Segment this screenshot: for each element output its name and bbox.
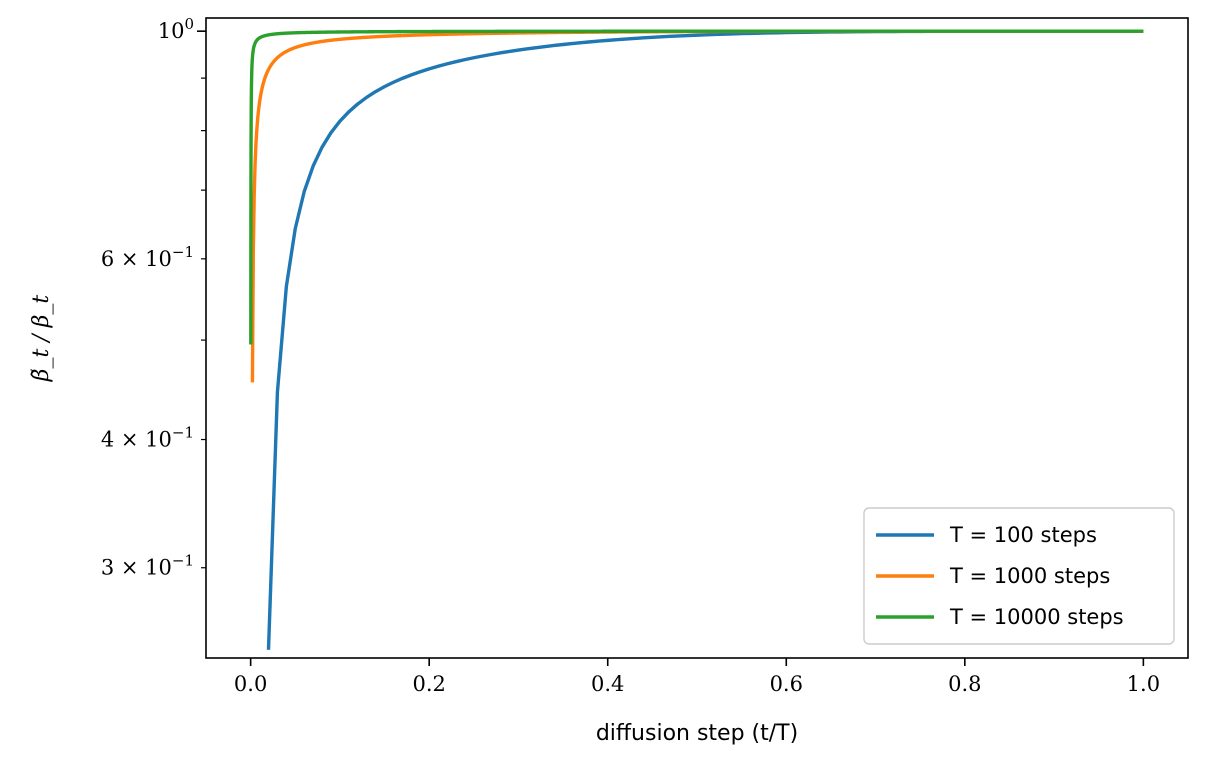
- legend: T = 100 steps T = 1000 steps T = 10000 ste…: [863, 507, 1175, 645]
- x-tick-label: 0.0: [234, 672, 267, 696]
- legend-box: [863, 507, 1175, 645]
- legend-label-2: T = 1000 steps: [949, 564, 1110, 588]
- x-tick-label: 0.8: [948, 672, 981, 696]
- y-tick-label: 3 × 10−1: [101, 552, 194, 580]
- plot-frame: [205, 17, 1189, 659]
- y-tick-label: 6 × 10−1: [101, 243, 194, 271]
- y-axis: 100 3 × 10−1 4 × 10−1 6 × 10−1: [101, 15, 206, 580]
- y-tick-label: 100: [158, 15, 194, 43]
- y-axis-label: β̃_t / β_t: [29, 295, 54, 383]
- x-tick-label: 0.6: [770, 672, 803, 696]
- x-tick-label: 1.0: [1127, 672, 1160, 696]
- x-axis: 0.0 0.2 0.4 0.6 0.8 1.0: [234, 658, 1160, 696]
- x-tick-label: 0.4: [591, 672, 624, 696]
- x-axis-label: diffusion step (t/T): [596, 721, 798, 746]
- legend-label-1: T = 100 steps: [949, 523, 1097, 547]
- legend-label-3: T = 10000 steps: [949, 605, 1124, 629]
- y-tick-label: 4 × 10−1: [101, 424, 194, 452]
- x-tick-label: 0.2: [412, 672, 445, 696]
- series-layer: [249, 29, 1145, 650]
- series-line-3: [249, 29, 1145, 345]
- series-line-2: [250, 29, 1145, 383]
